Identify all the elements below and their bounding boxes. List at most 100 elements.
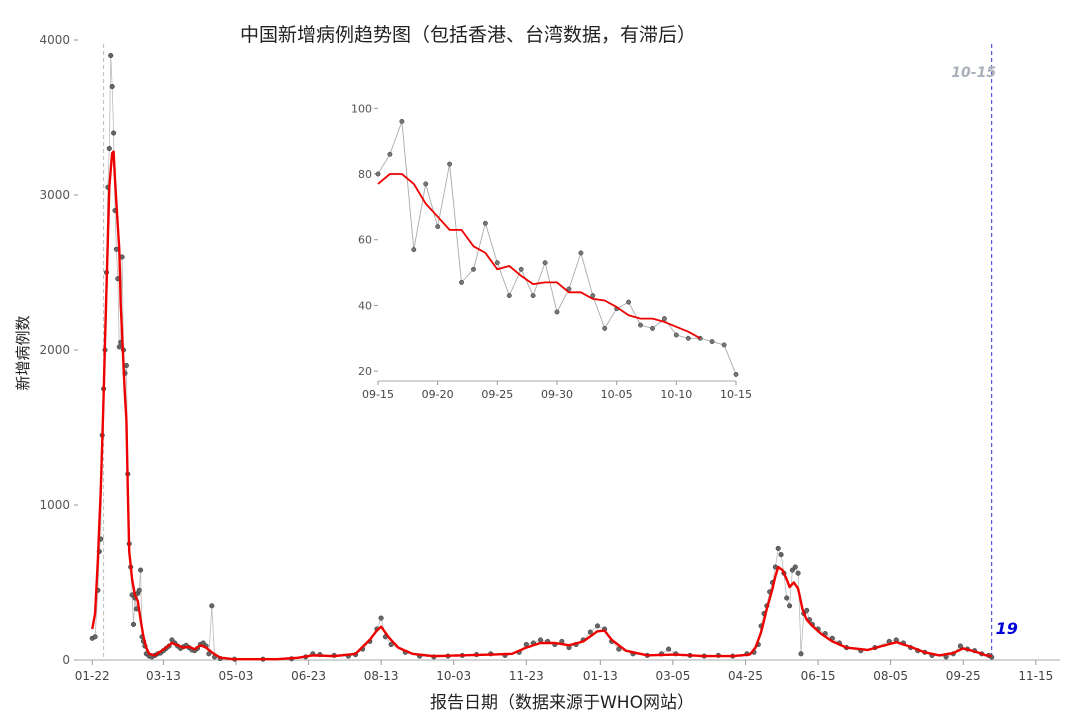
inset-daily-point [554, 309, 560, 315]
daily-cases-point [798, 651, 804, 657]
inset-x-tick-label: 09-20 [422, 388, 454, 401]
inset-daily-point [399, 118, 405, 124]
inset-daily-point [530, 293, 536, 299]
y-tick-label: 3000 [39, 188, 70, 202]
inset-daily-point [435, 224, 441, 230]
daily-cases-point [537, 637, 544, 643]
x-tick-label: 01-22 [75, 669, 110, 683]
main-plot-area: 0 1000 2000 3000 4000 01-22 03-13 05-03 06-23 08-… [39, 33, 1060, 683]
daily-cases-point [792, 564, 798, 570]
x-tick-label: 03-05 [655, 669, 690, 683]
inset-daily-point [626, 299, 632, 305]
inset-daily-point [506, 293, 512, 299]
daily-cases-point [92, 634, 98, 640]
y-tick-label: 2000 [39, 343, 70, 357]
inset-daily-point [650, 325, 655, 331]
daily-cases-point [594, 623, 601, 629]
daily-cases-point [106, 145, 112, 152]
inset-x-tick-label: 10-05 [601, 388, 633, 401]
daily-cases-point [957, 643, 963, 649]
daily-cases-point [587, 629, 593, 635]
daily-cases-point [784, 595, 790, 601]
x-tick-label: 08-13 [364, 669, 399, 683]
x-tick-label: 03-13 [146, 669, 181, 683]
daily-cases-point [388, 641, 394, 648]
inset-daily-point [494, 260, 500, 266]
daily-cases-point [778, 552, 784, 558]
x-tick-label: 11-15 [1018, 669, 1053, 683]
inset-daily-point [423, 181, 429, 187]
y-axis-label: 新增病例数 [14, 315, 32, 390]
daily-cases-point [136, 587, 142, 593]
y-tick-label: 4000 [39, 33, 70, 47]
x-tick-label: 09-25 [946, 669, 981, 683]
x-tick-label: 11-23 [509, 669, 544, 683]
inset-y-tick-label: 20 [358, 365, 372, 378]
daily-cases-point [109, 83, 115, 90]
y-tick-label: 1000 [39, 498, 70, 512]
x-tick-label: 04-25 [728, 669, 763, 683]
inset-daily-point [447, 161, 453, 167]
daily-cases-point [795, 570, 801, 576]
inset-daily-point [661, 316, 667, 322]
daily-cases-point [787, 603, 793, 609]
daily-cases-line [92, 55, 992, 660]
smoothed-cases-line [91, 150, 992, 661]
inset-daily-point [685, 335, 691, 341]
x-axis-label: 报告日期（数据来源于WHO网站） [430, 693, 694, 713]
x-tick-label: 06-15 [801, 669, 836, 683]
daily-cases-point [138, 567, 144, 573]
daily-cases-point [804, 607, 810, 613]
inset-daily-points [375, 118, 739, 377]
inset-x-tick-label: 10-10 [660, 388, 692, 401]
daily-cases-point [123, 362, 129, 369]
inset-x-tick-label: 09-25 [481, 388, 513, 401]
inset-y-tick-label: 40 [358, 299, 372, 312]
inset-y-tick-label: 80 [358, 168, 372, 181]
chart-title: 中国新增病例趋势图（包括香港、台湾数据，有滞后） [240, 24, 696, 46]
inset-daily-point [482, 220, 488, 226]
daily-cases-point [108, 52, 114, 59]
daily-cases-point [130, 621, 137, 627]
inset-y-tick-label: 100 [351, 102, 372, 115]
daily-cases-point [206, 651, 212, 657]
daily-cases-points [89, 52, 995, 662]
inset-daily-line [377, 121, 737, 375]
inset-x-tick-label: 09-30 [541, 388, 573, 401]
inset-daily-point [733, 371, 739, 377]
inset-y-tick-label: 60 [358, 234, 372, 247]
inset-smoothed-line [377, 173, 701, 340]
inset-daily-point [602, 325, 608, 331]
inset-daily-point [459, 279, 464, 285]
inset-daily-point [638, 322, 643, 328]
latest-date-annotation: 10-15 [951, 65, 996, 81]
inset-daily-point [590, 293, 596, 299]
y-tick-label: 0 [62, 653, 70, 667]
inset-x-tick-label: 09-15 [362, 388, 394, 401]
daily-cases-point [666, 646, 672, 652]
daily-cases-point [775, 545, 781, 551]
inset-daily-point [518, 266, 524, 272]
x-tick-label: 06-23 [291, 669, 326, 683]
inset-daily-point [375, 171, 381, 177]
inset-daily-point [673, 332, 679, 338]
inset-daily-point [471, 266, 476, 272]
inset-daily-point [721, 342, 727, 348]
daily-cases-point [209, 603, 215, 609]
inset-daily-point [387, 151, 393, 157]
latest-value-annotation: 19 [996, 619, 1018, 638]
inset-daily-point [542, 260, 548, 266]
daily-cases-point [116, 344, 122, 350]
x-tick-label: 05-03 [219, 669, 254, 683]
daily-cases-point [378, 615, 384, 621]
daily-cases-point [789, 567, 795, 573]
x-tick-label: 08-05 [873, 669, 908, 683]
inset-daily-point [709, 339, 715, 345]
x-tick-label: 10-03 [436, 669, 471, 683]
inset-plot-area: 20 40 60 80 100 09-15 09-20 09-25 09-30 10-05 10-1… [351, 102, 752, 401]
inset-daily-point [578, 250, 584, 256]
daily-cases-point [111, 130, 117, 136]
inset-daily-point [411, 247, 417, 253]
